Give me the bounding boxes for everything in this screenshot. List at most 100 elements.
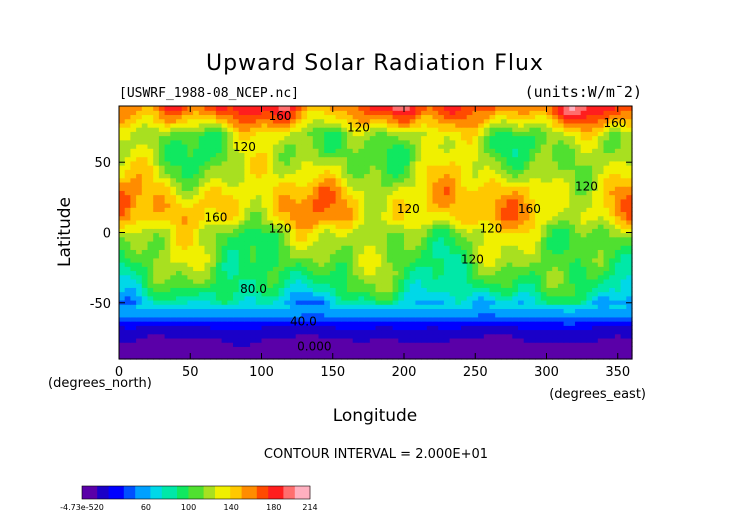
field-cell xyxy=(352,169,359,175)
field-cell xyxy=(187,143,194,149)
field-cell xyxy=(512,181,519,187)
field-cell xyxy=(586,245,593,250)
field-cell xyxy=(136,139,143,145)
field-cell xyxy=(290,143,297,149)
field-cell xyxy=(404,207,411,213)
field-cell xyxy=(592,278,599,284)
field-cell xyxy=(586,165,593,170)
field-cell xyxy=(472,253,479,259)
field-cell xyxy=(438,316,445,322)
field-cell xyxy=(449,262,456,267)
field-cell xyxy=(540,295,548,301)
field-cell xyxy=(375,232,382,238)
field-cell xyxy=(221,224,228,229)
field-cell xyxy=(215,127,223,132)
field-cell xyxy=(398,160,405,166)
field-cell xyxy=(620,143,627,149)
field-cell xyxy=(227,177,234,183)
field-cell xyxy=(238,194,245,200)
field-cell xyxy=(204,262,211,267)
field-cell xyxy=(580,287,587,293)
field-cell xyxy=(352,148,359,153)
field-cell xyxy=(563,333,570,339)
field-cell xyxy=(210,139,217,145)
field-cell xyxy=(483,207,491,213)
field-cell xyxy=(449,295,456,301)
field-cell xyxy=(147,325,154,331)
field-cell xyxy=(495,299,502,305)
field-cell xyxy=(324,299,331,305)
field-cell xyxy=(597,295,605,301)
field-cell xyxy=(307,156,314,162)
field-cell xyxy=(443,202,451,208)
field-cell xyxy=(250,253,257,259)
field-cell xyxy=(312,342,320,347)
field-cell xyxy=(472,329,479,335)
field-cell xyxy=(181,274,188,280)
field-cell xyxy=(614,291,622,297)
field-cell xyxy=(215,346,223,352)
field-cell xyxy=(227,135,234,141)
field-cell xyxy=(221,156,228,162)
field-cell xyxy=(461,236,468,242)
field-cell xyxy=(443,160,451,166)
field-cell xyxy=(386,211,394,217)
field-cell xyxy=(478,253,485,259)
field-cell xyxy=(563,308,570,314)
field-cell xyxy=(335,333,342,339)
field-cell xyxy=(347,270,354,276)
field-cell xyxy=(478,198,485,204)
field-cell xyxy=(153,194,160,200)
field-cell xyxy=(552,152,559,158)
field-cell xyxy=(609,295,616,301)
field-cell xyxy=(392,181,399,187)
field-cell xyxy=(512,299,519,305)
field-cell xyxy=(614,219,622,225)
field-cell xyxy=(233,329,240,335)
field-cell xyxy=(580,190,587,196)
field-cell xyxy=(193,278,200,284)
field-cell xyxy=(569,308,576,314)
field-cell xyxy=(540,266,548,272)
field-cell xyxy=(575,131,582,137)
field-cell xyxy=(187,181,194,187)
field-cell xyxy=(461,143,468,149)
field-cell xyxy=(535,173,542,179)
field-cell xyxy=(449,190,456,196)
field-cell xyxy=(347,316,354,322)
field-cell xyxy=(563,232,570,238)
field-cell xyxy=(227,160,234,166)
field-cell xyxy=(278,207,285,213)
field-cell xyxy=(358,257,365,263)
field-cell xyxy=(426,325,434,331)
field-cell xyxy=(272,211,280,217)
field-cell xyxy=(392,257,399,263)
field-cell xyxy=(512,262,519,267)
field-cell xyxy=(364,215,371,221)
field-cell xyxy=(404,215,411,221)
field-cell xyxy=(506,232,513,238)
field-cell xyxy=(421,135,428,141)
field-cell xyxy=(153,321,160,326)
field-cell xyxy=(290,156,297,162)
field-cell xyxy=(552,211,559,217)
field-cell xyxy=(552,148,559,153)
field-cell xyxy=(147,253,154,259)
field-cell xyxy=(609,169,616,175)
field-cell xyxy=(552,304,559,309)
field-cell xyxy=(580,181,587,187)
field-cell xyxy=(204,253,211,259)
field-cell xyxy=(176,299,183,305)
field-cell xyxy=(307,299,314,305)
field-cell xyxy=(392,283,399,288)
field-cell xyxy=(204,257,211,263)
field-cell xyxy=(529,148,536,153)
field-cell xyxy=(409,262,416,267)
field-cell xyxy=(415,160,422,166)
field-cell xyxy=(472,240,479,246)
field-cell xyxy=(238,354,245,360)
field-cell xyxy=(170,283,177,288)
field-cell xyxy=(210,266,217,272)
field-cell xyxy=(341,236,348,242)
field-cell xyxy=(358,139,365,145)
